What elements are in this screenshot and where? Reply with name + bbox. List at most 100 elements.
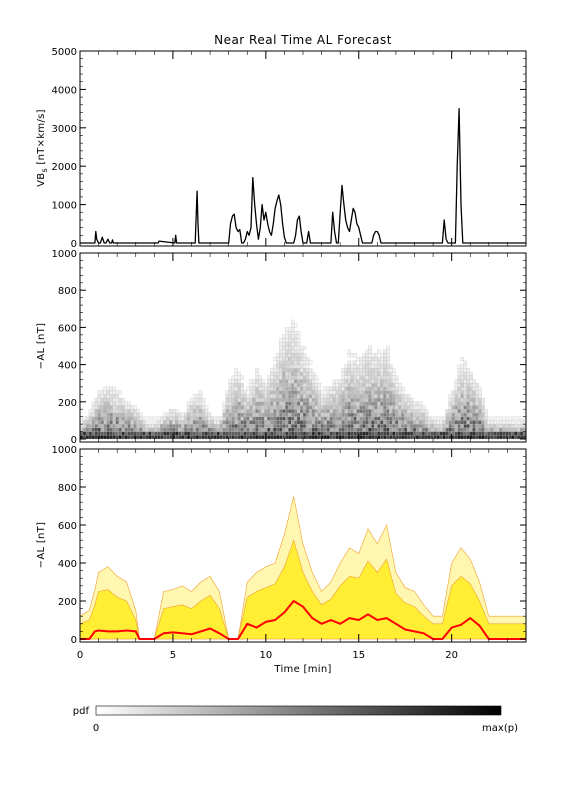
pdf-cell	[246, 420, 250, 425]
pdf-cell	[308, 390, 313, 395]
pdf-cell	[180, 427, 185, 432]
pdf-cell	[374, 371, 378, 376]
pdf-cell	[234, 420, 238, 425]
pdf-cell	[353, 401, 357, 406]
pdf-cell	[326, 427, 331, 432]
pdf-cell	[383, 435, 387, 440]
pdf-cell	[454, 420, 458, 425]
pdf-cell	[172, 416, 176, 421]
pdf-cell	[326, 420, 331, 425]
pdf-cell	[293, 431, 298, 436]
pdf-cell	[118, 412, 122, 417]
pdf-cell	[350, 427, 354, 432]
pdf-cell	[380, 360, 384, 365]
pdf-cell	[163, 423, 167, 428]
pdf-cell	[270, 405, 274, 410]
pdf-cell	[415, 401, 420, 406]
pdf-cell	[288, 405, 292, 410]
pdf-cell	[332, 435, 337, 440]
pdf-cell	[377, 401, 381, 406]
pdf-cell	[460, 371, 464, 376]
pdf-cell	[365, 431, 369, 436]
pdf-cell	[311, 412, 316, 417]
pdf-cell	[183, 423, 188, 428]
pdf-cell	[109, 390, 114, 395]
pdf-cell	[368, 349, 372, 354]
pdf-cell	[421, 427, 426, 432]
pdf-cell	[415, 420, 420, 425]
pdf-cell	[463, 405, 467, 410]
pdf-cell	[115, 420, 119, 425]
pdf-cell	[228, 420, 232, 425]
pdf-cell	[389, 397, 393, 402]
pdf-cell	[400, 390, 405, 395]
pdf-cell	[326, 435, 331, 440]
pdf-cell	[279, 394, 283, 399]
pdf-cell	[368, 357, 372, 362]
pdf-cell	[463, 364, 467, 369]
pdf-cell	[180, 423, 185, 428]
pdf-cell	[288, 338, 292, 343]
pdf-cell	[395, 383, 399, 388]
pdf-cell	[350, 371, 354, 376]
pdf-cell	[293, 371, 298, 376]
pdf-cell	[216, 427, 221, 432]
pdf-cell	[329, 405, 334, 410]
pdf-cell	[398, 431, 402, 436]
pdf-cell	[207, 412, 212, 417]
pdf-cell	[261, 386, 265, 391]
pdf-cell	[448, 397, 452, 402]
pdf-cell	[192, 431, 197, 436]
pdf-cell	[290, 401, 295, 406]
pdf-cell	[100, 401, 105, 406]
pdf-cell	[430, 423, 435, 428]
pdf-cell	[186, 427, 191, 432]
pdf-cell	[103, 416, 108, 421]
pdf-cell	[392, 423, 396, 428]
pdf-cell	[320, 409, 325, 414]
pdf-cell	[403, 397, 408, 402]
pdf-cell	[460, 431, 464, 436]
pdf-cell	[311, 431, 316, 436]
pdf-cell	[163, 435, 167, 440]
pdf-cell	[139, 420, 143, 425]
pdf-cell	[314, 435, 319, 440]
pdf-cell	[371, 386, 375, 391]
pdf-cell	[392, 368, 396, 373]
pdf-cell	[112, 427, 117, 432]
pdf-cell	[377, 412, 381, 417]
pdf-cell	[472, 412, 476, 417]
pdf-cell	[308, 427, 313, 432]
pdf-cell	[288, 383, 292, 388]
pdf-cell	[350, 364, 354, 369]
pdf-cell	[127, 412, 131, 417]
pdf-cell	[192, 423, 197, 428]
pdf-cell	[249, 416, 253, 421]
pdf-cell	[290, 323, 295, 328]
pdf-cell	[142, 420, 146, 425]
pdf-cell	[353, 431, 357, 436]
pdf-cell	[186, 420, 191, 425]
pdf-cell	[183, 427, 188, 432]
pdf-cell	[103, 431, 108, 436]
pdf-cell	[332, 412, 337, 417]
pdf-cell	[451, 416, 455, 421]
pdf-cell	[249, 431, 253, 436]
pdf-cell	[145, 427, 149, 432]
pdf-cell	[311, 397, 316, 402]
pdf-cell	[270, 412, 274, 417]
pdf-cell	[106, 405, 111, 410]
pdf-cell	[356, 390, 360, 395]
pdf-cell	[302, 427, 307, 432]
pdf-cell	[302, 360, 307, 365]
pdf-cell	[386, 431, 390, 436]
pdf-cell	[127, 427, 131, 432]
pdf-cell	[112, 394, 117, 399]
pdf-cell	[273, 379, 277, 384]
pdf-cell	[469, 383, 473, 388]
pdf-cell	[293, 401, 298, 406]
pdf-cell	[201, 431, 206, 436]
pdf-cell	[177, 423, 182, 428]
pdf-cell	[282, 338, 286, 343]
pdf-cell	[270, 368, 274, 373]
